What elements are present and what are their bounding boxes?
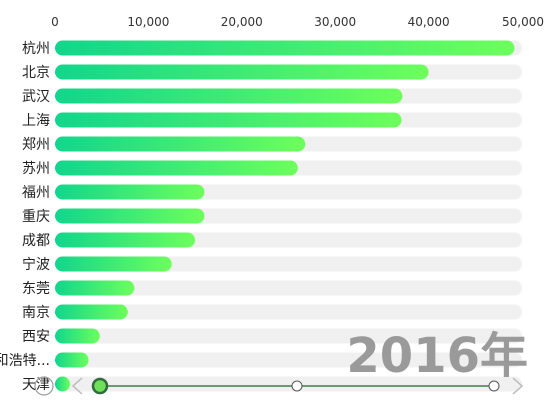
bar-track	[55, 376, 522, 392]
bar	[55, 160, 298, 176]
bar	[55, 208, 205, 224]
bar	[55, 64, 429, 80]
bar-track	[55, 280, 522, 296]
category-label: 杭州	[22, 41, 50, 57]
category-label: 天津	[22, 377, 50, 393]
category-label: 宁波	[22, 256, 50, 273]
x-tick-label: 40,000	[408, 15, 450, 29]
play-button[interactable]	[34, 376, 54, 396]
category-label: 和浩特...	[0, 353, 50, 369]
x-tick-label: 50,000	[502, 15, 544, 29]
bar	[55, 328, 100, 344]
category-label: 南京	[22, 305, 50, 321]
x-tick-label: 20,000	[221, 15, 263, 29]
x-tick-label: 30,000	[314, 15, 356, 29]
bars	[55, 40, 515, 392]
bar	[55, 352, 89, 368]
timeline-points	[91, 377, 500, 395]
prev-arrow-icon[interactable]	[71, 377, 83, 395]
bar	[55, 280, 135, 296]
next-arrow-icon[interactable]	[512, 377, 524, 395]
year-label: 2016年	[346, 328, 528, 384]
category-label: 郑州	[22, 137, 50, 153]
bar	[55, 112, 402, 128]
bar-track	[55, 352, 522, 368]
bar	[55, 88, 403, 104]
category-label: 上海	[22, 113, 50, 129]
category-label: 东莞	[22, 281, 50, 297]
category-label: 北京	[22, 65, 50, 81]
bar	[55, 136, 306, 152]
bar	[55, 304, 128, 320]
bar	[55, 40, 515, 56]
timeline-point[interactable]	[291, 380, 303, 392]
timeline-handle[interactable]	[91, 377, 109, 395]
category-label: 武汉	[22, 89, 50, 105]
category-label: 西安	[22, 329, 50, 345]
timeline-point[interactable]	[488, 380, 500, 392]
bar	[55, 184, 205, 200]
bar	[55, 256, 172, 272]
x-tick-label: 10,000	[127, 15, 169, 29]
x-axis-ticks: 0 10,000 20,000 30,000 40,000 50,000	[51, 15, 544, 29]
category-label: 福州	[22, 185, 50, 201]
bar	[55, 232, 196, 248]
x-tick-label: 0	[51, 15, 59, 29]
bar-track	[55, 328, 522, 344]
play-icon	[34, 376, 54, 396]
timeline-control	[34, 376, 524, 396]
category-label: 重庆	[22, 209, 50, 225]
category-label: 成都	[22, 233, 50, 249]
category-label: 苏州	[22, 161, 50, 177]
bar-track	[55, 304, 522, 320]
bar	[55, 376, 70, 392]
bar-track	[55, 256, 522, 272]
